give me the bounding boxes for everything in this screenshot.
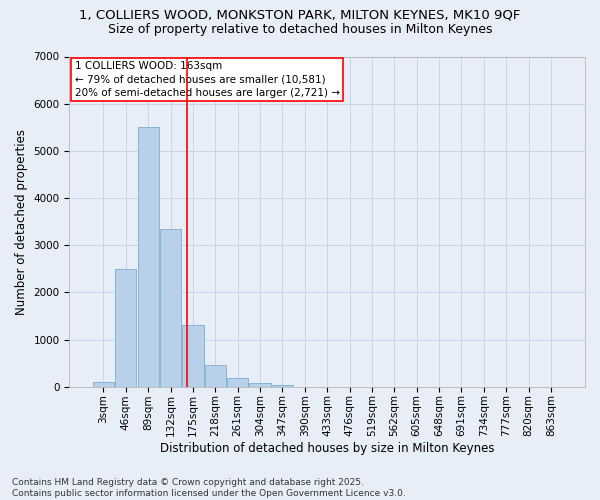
X-axis label: Distribution of detached houses by size in Milton Keynes: Distribution of detached houses by size … (160, 442, 494, 455)
Bar (160, 228, 181, 386)
Bar (93, 382, 114, 386)
Text: 1 COLLIERS WOOD: 163sqm
← 79% of detached houses are smaller (10,581)
20% of sem: 1 COLLIERS WOOD: 163sqm ← 79% of detache… (74, 62, 340, 98)
Bar (227, 378, 248, 386)
Bar (272, 385, 293, 386)
Bar (182, 326, 203, 386)
Bar (205, 365, 226, 386)
Text: 1, COLLIERS WOOD, MONKSTON PARK, MILTON KEYNES, MK10 9QF: 1, COLLIERS WOOD, MONKSTON PARK, MILTON … (79, 9, 521, 22)
Text: Contains HM Land Registry data © Crown copyright and database right 2025.
Contai: Contains HM Land Registry data © Crown c… (12, 478, 406, 498)
Bar (137, 128, 159, 386)
Y-axis label: Number of detached properties: Number of detached properties (15, 128, 28, 314)
Bar (115, 269, 136, 386)
Bar (250, 383, 271, 386)
Text: Size of property relative to detached houses in Milton Keynes: Size of property relative to detached ho… (108, 22, 492, 36)
